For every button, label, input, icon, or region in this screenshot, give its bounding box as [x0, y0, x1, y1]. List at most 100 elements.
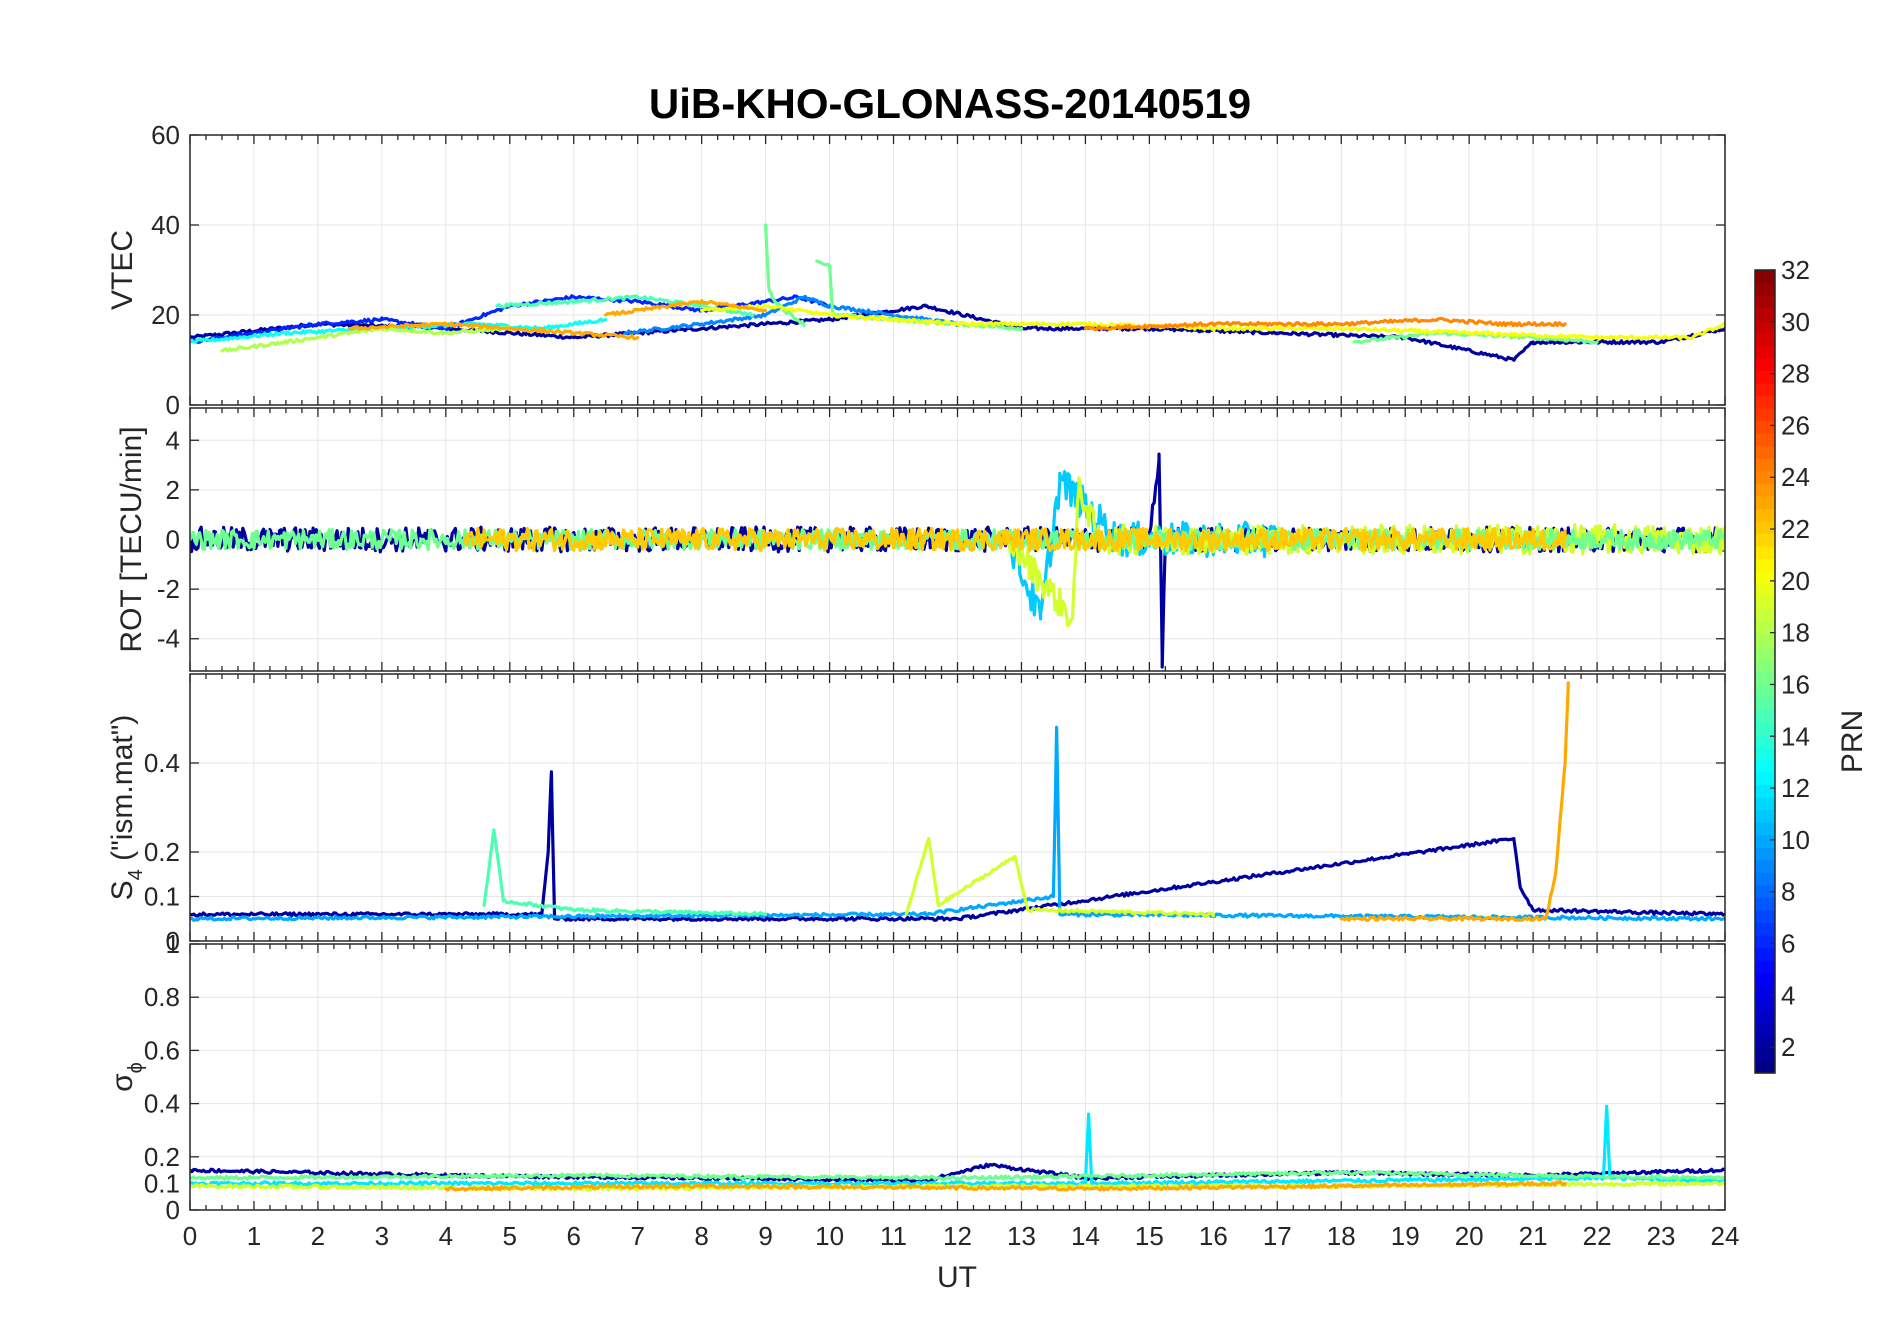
series-prn-9 — [623, 294, 960, 336]
colorbar-bin — [1755, 796, 1775, 811]
colorbar-bin — [1755, 508, 1775, 522]
colorbar-bin — [1755, 395, 1775, 409]
colorbar-bin — [1755, 307, 1775, 321]
x-tick-label: 2 — [311, 1221, 325, 1251]
colorbar-bin — [1755, 822, 1775, 836]
colorbar-bin — [1755, 445, 1775, 459]
x-tick-label: 13 — [1007, 1221, 1036, 1251]
x-tick-label: 24 — [1711, 1221, 1740, 1251]
x-tick-label: 23 — [1647, 1221, 1676, 1251]
colorbar-bin — [1755, 947, 1775, 961]
x-tick-label: 0 — [183, 1221, 197, 1251]
colorbar-tick-label: 24 — [1781, 462, 1810, 492]
colorbar-tick-label: 14 — [1781, 721, 1810, 751]
colorbar-bin — [1755, 897, 1775, 911]
colorbar-bin — [1755, 859, 1775, 873]
colorbar-bin — [1755, 571, 1775, 585]
y-tick-label: -4 — [157, 624, 180, 654]
colorbar-tick-label: 10 — [1781, 825, 1810, 855]
panel-1: 0 20 40 60 VTEC — [106, 120, 1726, 420]
colorbar-bin — [1755, 985, 1775, 999]
x-tick-label: 14 — [1071, 1221, 1100, 1251]
colorbar-label: PRN — [1836, 710, 1869, 773]
y-tick-label: 0 — [166, 926, 180, 956]
colorbar-bin — [1755, 909, 1775, 924]
x-tick-label: 20 — [1455, 1221, 1484, 1251]
colorbar-tick-label: 22 — [1781, 514, 1810, 544]
y-tick-label: 0.1 — [144, 1168, 180, 1198]
y-tick-label: 0.8 — [144, 982, 180, 1012]
colorbar-bin — [1755, 997, 1775, 1011]
y-tick-label: 0.4 — [144, 1089, 180, 1119]
colorbar-tick-label: 12 — [1781, 773, 1810, 803]
series-prn-20 — [700, 303, 1725, 341]
colorbar-bin — [1755, 270, 1775, 284]
y-label-main: S — [106, 880, 139, 900]
colorbar-tick-label: 6 — [1781, 928, 1795, 958]
axes-frame — [189, 134, 1726, 406]
series-prn-16 — [190, 528, 1725, 551]
colorbar-tick-label: 26 — [1781, 410, 1810, 440]
colorbar-bin — [1755, 608, 1775, 622]
colorbar-bin — [1755, 696, 1775, 710]
colorbar-bin — [1755, 1035, 1775, 1049]
series-group — [190, 223, 1725, 362]
y-axis-label: S4 ("ism.mat") — [106, 715, 147, 901]
colorbar-bin — [1755, 382, 1775, 397]
y-tick-label: 1 — [166, 929, 180, 959]
axes-frame — [189, 943, 1726, 1211]
y-tick-label: 0.6 — [144, 1035, 180, 1065]
colorbar-bin — [1755, 546, 1775, 560]
series-prn-23 — [444, 1180, 1567, 1192]
colorbar-bin — [1755, 734, 1775, 748]
colorbar-bin — [1755, 646, 1775, 660]
colorbar-bin — [1755, 483, 1775, 497]
colorbar-bin — [1755, 370, 1775, 384]
colorbar-bin — [1755, 357, 1775, 371]
x-tick-label: 21 — [1519, 1221, 1548, 1251]
y-tick-label: 0 — [166, 525, 180, 555]
x-tick-label: 19 — [1391, 1221, 1420, 1251]
colorbar-bin — [1755, 320, 1775, 334]
colorbar-bin — [1755, 596, 1775, 610]
colorbar-bin — [1755, 408, 1775, 422]
x-tick-label: 15 — [1135, 1221, 1164, 1251]
y-tick-label: -2 — [157, 574, 180, 604]
colorbar-bin — [1755, 746, 1775, 760]
series-prn-16 — [1352, 330, 1599, 345]
series-prn-23 — [1339, 681, 1570, 922]
y-axis-label: VTEC — [106, 230, 139, 310]
y-label-rest: ("ism.mat") — [106, 715, 139, 870]
y-axis-label: ROT [TECU/min] — [115, 426, 148, 652]
series-prn-12 — [190, 1104, 1725, 1187]
colorbar-bin — [1755, 470, 1775, 484]
y-tick-label: 4 — [166, 425, 180, 455]
y-tick-label: 0 — [166, 390, 180, 420]
colorbar-bin — [1755, 621, 1775, 635]
series-prn-23 — [348, 321, 640, 341]
colorbar-bin — [1755, 633, 1775, 648]
colorbar-bin — [1755, 282, 1775, 296]
colorbar-bin — [1755, 495, 1775, 509]
colorbar-bin — [1755, 1010, 1775, 1024]
y-tick-label: 20 — [151, 300, 180, 330]
x-tick-label: 18 — [1327, 1221, 1356, 1251]
series-prn-23 — [604, 299, 768, 317]
colorbar-bin — [1755, 784, 1775, 798]
colorbar-bin — [1755, 771, 1775, 786]
x-tick-label: 6 — [567, 1221, 581, 1251]
colorbar-bin — [1755, 709, 1775, 723]
y-axis-label: σϕ — [106, 1062, 147, 1092]
colorbar-bin — [1755, 420, 1775, 434]
y-tick-label: 60 — [151, 120, 180, 150]
colorbar-tick-label: 16 — [1781, 669, 1810, 699]
colorbar-bin — [1755, 558, 1775, 572]
series-prn-15 — [482, 828, 768, 917]
colorbar-bin — [1755, 1047, 1775, 1062]
colorbar-bin — [1755, 809, 1775, 823]
x-tick-label: 16 — [1199, 1221, 1228, 1251]
x-tick-label: 22 — [1583, 1221, 1612, 1251]
colorbar-tick-label: 4 — [1781, 980, 1795, 1010]
